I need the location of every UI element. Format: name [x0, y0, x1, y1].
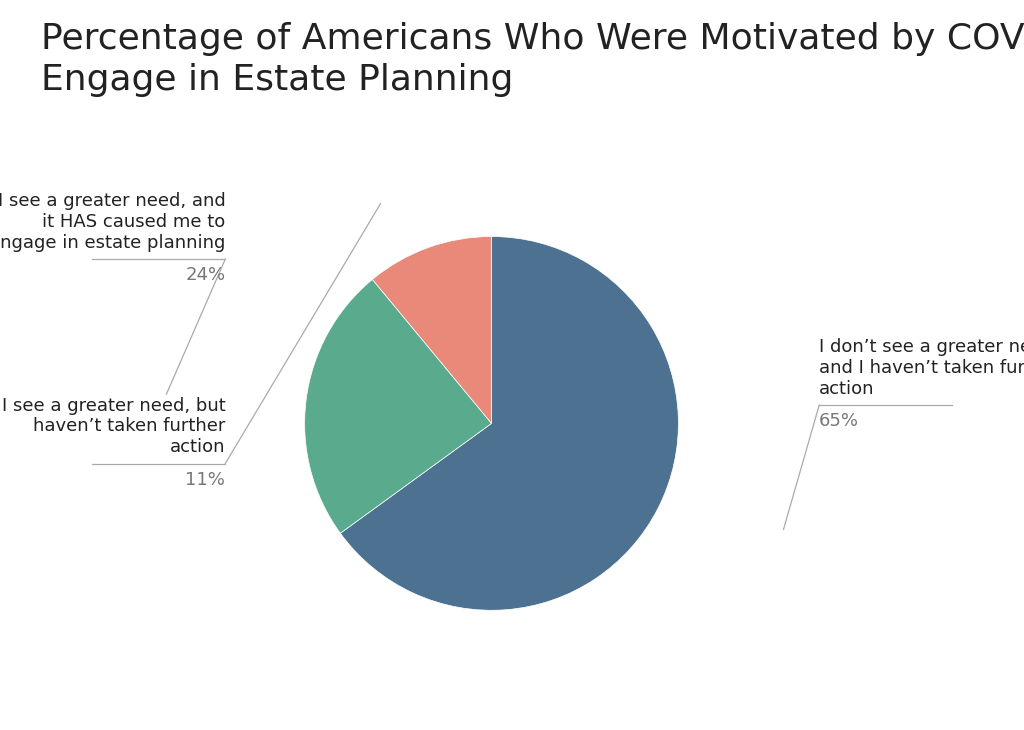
Wedge shape [305, 280, 492, 533]
Text: 11%: 11% [185, 471, 225, 489]
Wedge shape [340, 237, 678, 610]
Text: 24%: 24% [185, 266, 225, 285]
Text: I see a greater need, but
haven’t taken further
action: I see a greater need, but haven’t taken … [1, 396, 225, 456]
Text: I see a greater need, and
it HAS caused me to
engage in estate planning: I see a greater need, and it HAS caused … [0, 192, 225, 252]
Text: I don’t see a greater need
and I haven’t taken further
action: I don’t see a greater need and I haven’t… [819, 338, 1024, 398]
Text: Percentage of Americans Who Were Motivated by COVID-19 to
Engage in Estate Plann: Percentage of Americans Who Were Motivat… [41, 22, 1024, 96]
Wedge shape [373, 237, 492, 423]
Text: 65%: 65% [819, 412, 859, 431]
